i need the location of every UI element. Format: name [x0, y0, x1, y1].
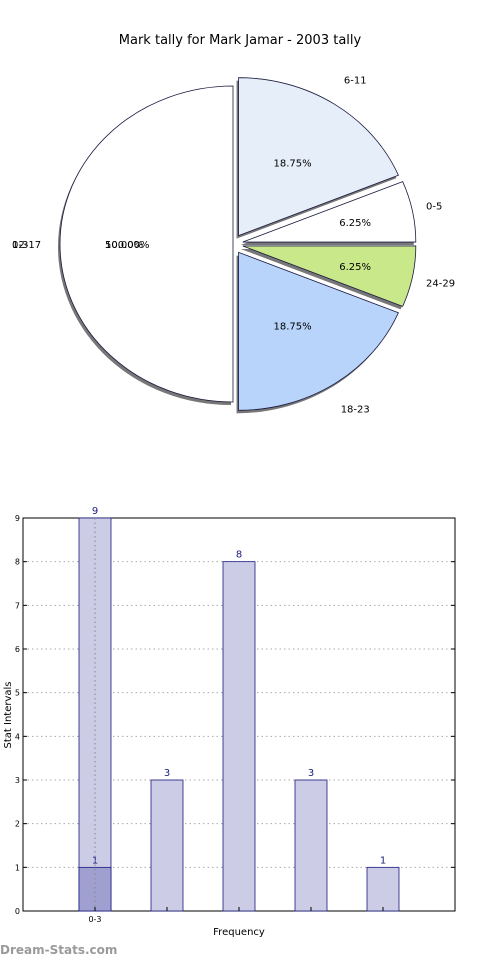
y-tick-label: 1: [15, 863, 20, 872]
pie-pct-label-6-11: 18.75%: [274, 159, 312, 170]
pie-pct-label-24-29: 6.25%: [339, 262, 371, 273]
watermark: Dream-Stats.com: [0, 943, 118, 957]
pie-label-6-11: 6-11: [344, 75, 367, 86]
x-axis-label: Frequency: [213, 927, 265, 938]
bar-value-label: 1: [380, 855, 386, 866]
y-tick-label: 0: [15, 907, 20, 916]
bar-value-label: 3: [308, 768, 314, 779]
bar-chart: 01234567899383110-3 Frequency Stat Inter…: [3, 506, 456, 938]
pie-pct-label-0-5: 6.25%: [339, 218, 371, 229]
pie-slice-24-29: [242, 245, 417, 307]
pie-label-0-3: 0-3: [12, 240, 28, 251]
pie-pct-label-18-23: 18.75%: [274, 321, 312, 332]
x-tick-label: 0-3: [88, 915, 101, 924]
y-tick-label: 8: [15, 558, 20, 567]
y-tick-label: 4: [15, 732, 20, 741]
y-tick-label: 7: [15, 601, 20, 610]
y-tick-label: 2: [15, 820, 20, 829]
pie-slice-12-17: [59, 85, 234, 403]
pie-chart: Mark tally for Mark Jamar - 2003 tally 1…: [12, 33, 455, 416]
pie-label-18-23: 18-23: [341, 405, 370, 416]
pie-pct-label-12-17: 50.00%: [105, 240, 143, 251]
pie-label-12-17: 12-17: [12, 240, 41, 251]
pie-pct-label-0-3: 100.00%: [105, 240, 150, 251]
y-axis-label: Stat Intervals: [3, 681, 14, 748]
y-tick-label: 6: [15, 645, 20, 654]
bar-main-3: [294, 779, 328, 912]
bar-value-label: 9: [92, 506, 98, 517]
bar-main-1: [150, 779, 184, 912]
y-tick-label: 9: [15, 514, 20, 523]
bar-main-4: [366, 866, 400, 912]
bar-main-2: [222, 561, 256, 912]
pie-label-0-5: 0-5: [426, 201, 442, 212]
y-tick-label: 3: [15, 776, 20, 785]
pie-title: Mark tally for Mark Jamar - 2003 tally: [119, 33, 362, 48]
bar-value-label: 8: [236, 550, 242, 561]
pie-label-24-29: 24-29: [426, 279, 455, 290]
y-tick-label: 5: [15, 689, 20, 698]
pie-slice-0-5: [242, 181, 417, 243]
bar-main-0: [78, 517, 112, 912]
pie-slice-18-23: [238, 251, 399, 411]
bar-value-label: 3: [164, 768, 170, 779]
pie-slice-6-11: [238, 77, 399, 237]
